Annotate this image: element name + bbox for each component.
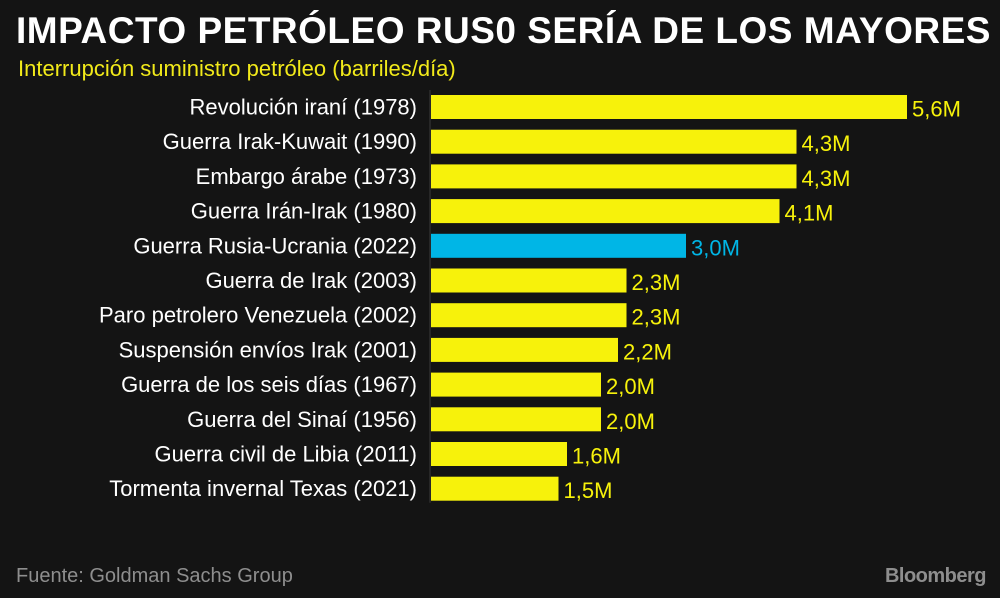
category-label-10: Guerra civil de Libia (2011) — [155, 442, 418, 467]
bar-6 — [431, 303, 627, 328]
value-label-6: 2,3M — [632, 305, 681, 330]
bar-chart: Revolución iraní (1978) 5,6M Guerra Irak-K… — [99, 90, 961, 503]
brand-logo: Bloomberg — [884, 565, 987, 587]
category-label-6: Paro petrolero Venezuela (2002) — [99, 303, 417, 328]
category-label-1: Guerra Irak-Kuwait (1990) — [163, 129, 417, 154]
value-label-5: 2,3M — [632, 270, 681, 295]
category-label-5: Guerra de Irak (2003) — [205, 268, 417, 293]
bar-7 — [431, 337, 618, 362]
bar-10 — [431, 442, 567, 466]
value-label-4: 3,0M — [691, 235, 740, 260]
category-label-3: Guerra Irán-Irak (1980) — [191, 199, 417, 224]
bar-3 — [431, 199, 780, 224]
category-label-0: Revolución iraní (1978) — [190, 95, 417, 120]
chart-title: IMPACTO PETRÓLEO RUS0 SERÍA DE LOS MAYOR… — [16, 10, 991, 51]
value-label-2: 4,3M — [802, 166, 851, 191]
value-label-1: 4,3M — [802, 131, 851, 156]
category-label-4: Guerra Rusia-Ucrania (2022) — [133, 233, 417, 258]
value-label-9: 2,0M — [606, 409, 655, 434]
chart-subtitle: Interrupción suministro petróleo (barril… — [18, 56, 456, 81]
bar-8 — [431, 372, 601, 397]
bar-9 — [431, 407, 601, 432]
value-label-11: 1,5M — [564, 478, 613, 503]
bar-5 — [431, 268, 627, 293]
bar-11 — [431, 476, 559, 501]
value-label-7: 2,2M — [623, 339, 672, 364]
category-label-8: Guerra de los seis días (1967) — [121, 372, 417, 397]
source-note: Fuente: Goldman Sachs Group — [16, 565, 293, 587]
category-label-9: Guerra del Sinaí (1956) — [187, 407, 417, 432]
value-label-3: 4,1M — [785, 201, 834, 226]
bar-2 — [431, 164, 797, 189]
value-label-8: 2,0M — [606, 374, 655, 399]
category-label-2: Embargo árabe (1973) — [196, 164, 417, 189]
category-label-11: Tormenta invernal Texas (2021) — [109, 476, 417, 501]
bar-0 — [431, 95, 907, 119]
bar-1 — [431, 129, 797, 154]
category-label-7: Suspensión envíos Irak (2001) — [119, 337, 417, 362]
value-label-0: 5,6M — [912, 97, 961, 122]
bar-4 — [431, 233, 686, 258]
value-label-10: 1,6M — [572, 444, 621, 469]
